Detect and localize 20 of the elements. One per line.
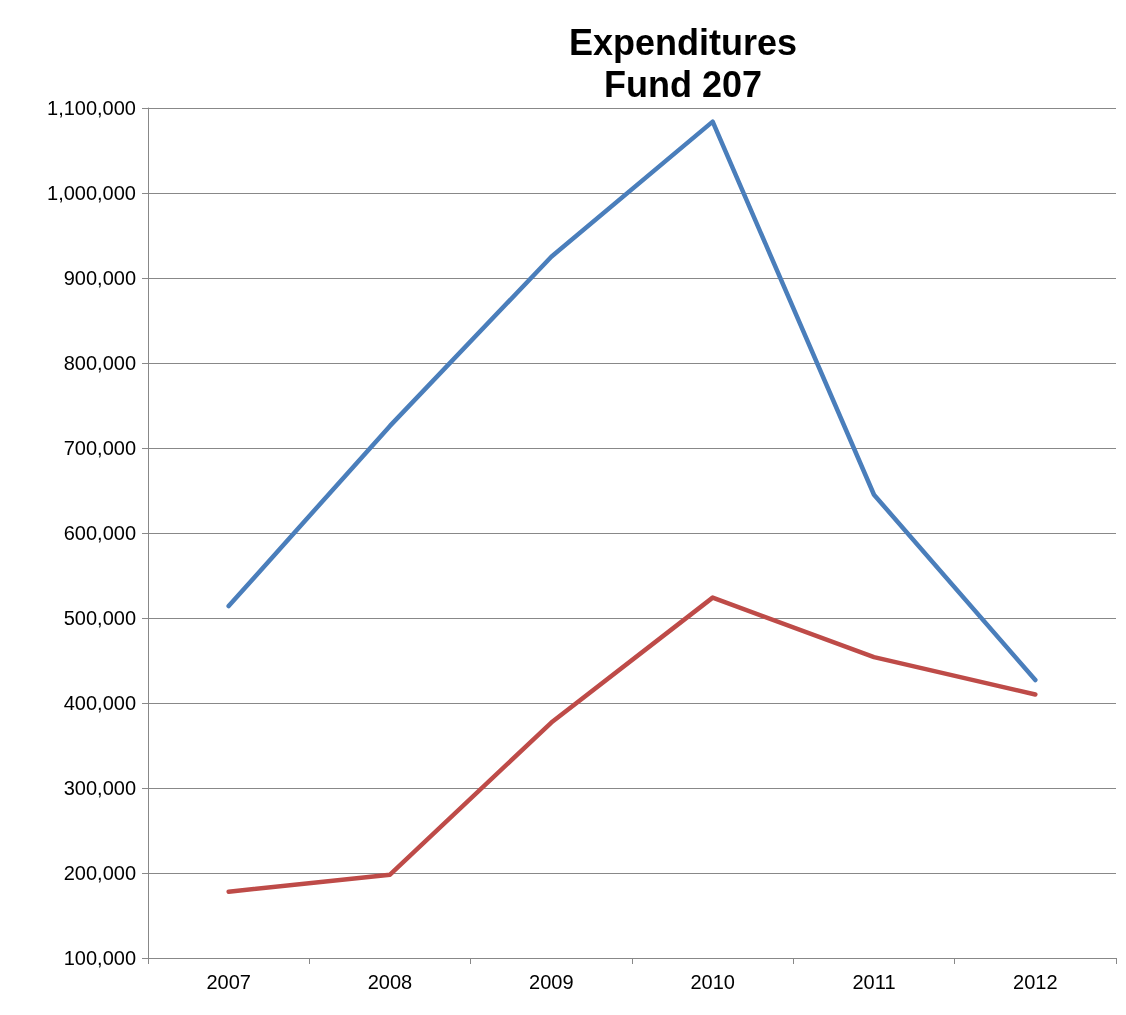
y-tick-label: 800,000 — [63, 352, 136, 374]
y-tick-label: 100,000 — [63, 947, 136, 969]
y-tick-label: 500,000 — [63, 607, 136, 629]
x-tick-label: 2011 — [852, 971, 896, 993]
y-tick-label: 700,000 — [63, 437, 136, 459]
x-tick-label: 2009 — [529, 971, 574, 993]
y-tick-label: 900,000 — [63, 267, 136, 289]
line-series — [226, 119, 1038, 683]
y-tick-label: 600,000 — [63, 522, 136, 544]
y-tick-label: 200,000 — [63, 862, 136, 884]
line-series — [226, 595, 1038, 894]
y-tick-label: 1,000,000 — [47, 182, 136, 204]
y-tick-label: 300,000 — [63, 777, 136, 799]
x-tick-label: 2010 — [690, 971, 735, 993]
x-tick-label: 2012 — [1013, 971, 1058, 993]
x-tick-label: 2007 — [206, 971, 251, 993]
chart-title: Expenditures Fund 207 — [568, 21, 798, 105]
y-tick-label: 400,000 — [63, 692, 136, 714]
x-tick-label: 2008 — [367, 971, 413, 993]
y-tick-label: 1,100,000 — [47, 97, 136, 119]
